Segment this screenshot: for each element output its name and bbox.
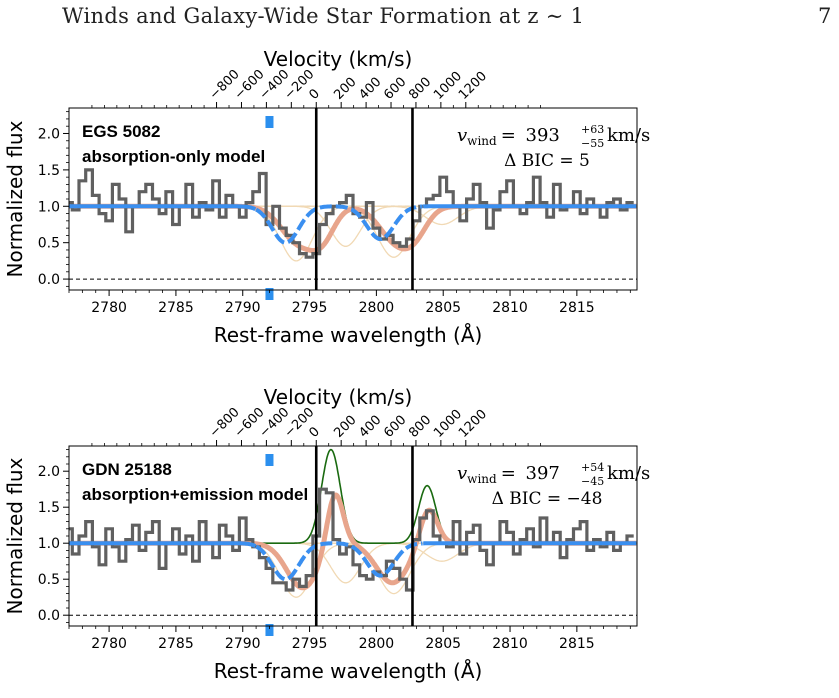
spectrum-data-step — [69, 168, 634, 259]
vwind-unit: km/s — [607, 463, 650, 484]
vwind-equals: = — [501, 125, 522, 146]
x-tick-label-2795: 2795 — [292, 300, 328, 316]
velocity-tick-label-7: 600 — [381, 413, 409, 441]
y-tick-label-0: 0.0 — [38, 608, 60, 624]
x-tick-label-2805: 2805 — [425, 300, 461, 316]
y-tick-label-1: 0.5 — [38, 236, 60, 252]
top-axis-title: Velocity (km/s) — [264, 385, 413, 409]
object-name-label: EGS 5082 — [82, 122, 160, 141]
velocity-tick-label-4: 0 — [306, 424, 322, 440]
vwind-value: 393 — [526, 125, 560, 146]
velocity-tick-label-9: 1000 — [431, 407, 465, 441]
velocity-tick-label-10: 1200 — [456, 69, 490, 103]
marker-top — [265, 454, 274, 466]
vwind-err-plus: +63 — [581, 123, 604, 136]
x-tick-label-2815: 2815 — [559, 300, 595, 316]
velocity-tick-label-8: 800 — [406, 413, 434, 441]
velocity-tick-label-7: 600 — [381, 75, 409, 103]
velocity-tick-label-6: 400 — [356, 413, 384, 441]
vwind-annotation: vwind = 397 — [457, 463, 560, 486]
plot-area — [69, 448, 637, 616]
vwind-equals: = — [501, 463, 522, 484]
x-tick-label-2815: 2815 — [559, 636, 595, 652]
x-tick-label-2790: 2790 — [225, 300, 261, 316]
systemic-model-left — [69, 541, 257, 548]
vwind-value: 397 — [526, 463, 560, 484]
plot-area — [69, 168, 637, 280]
y-tick-label-3: 1.5 — [38, 163, 60, 179]
vwind-annotation: vwind = 393 — [457, 125, 560, 148]
x-tick-label-2795: 2795 — [292, 636, 328, 652]
velocity-tick-label-9: 1000 — [431, 69, 465, 103]
panel-top: 2780 2785 2790 2795 2800 2805 2810 2815 0.0 0.5 1.… — [3, 47, 650, 347]
marker-top — [265, 116, 274, 128]
x-tick-label-2780: 2780 — [91, 300, 127, 316]
vwind-err-minus: −45 — [581, 475, 604, 488]
velocity-tick-label-5: 200 — [331, 413, 359, 441]
systemic-model-dashed — [255, 204, 423, 245]
velocity-tick-label-5: 200 — [331, 75, 359, 103]
velocity-tick-label-4: 0 — [306, 86, 322, 102]
x-tick-label-2780: 2780 — [91, 636, 127, 652]
vwind-err-minus: −55 — [581, 137, 604, 150]
marker-bottom — [265, 288, 274, 300]
systemic-model-left — [69, 204, 257, 211]
velocity-tick-label-10: 1200 — [456, 407, 490, 441]
vwind-symbol: v — [457, 125, 467, 146]
marker-bottom — [265, 624, 274, 636]
y-tick-label-2: 1.0 — [38, 536, 60, 552]
vwind-subscript: wind — [467, 134, 497, 148]
x-tick-label-2810: 2810 — [492, 636, 528, 652]
x-tick-label-2805: 2805 — [425, 636, 461, 652]
x-axis-title: Rest-frame wavelength (Å) — [214, 659, 483, 683]
running-title: Winds and Galaxy-Wide Star Formation at … — [62, 4, 585, 28]
systemic-model-dashed — [255, 541, 423, 582]
x-tick-label-2785: 2785 — [158, 300, 194, 316]
object-name-label: GDN 25188 — [82, 460, 172, 479]
vwind-symbol: v — [457, 463, 467, 484]
y-tick-label-3: 1.5 — [38, 500, 60, 516]
x-tick-label-2785: 2785 — [158, 636, 194, 652]
velocity-tick-label-8: 800 — [406, 75, 434, 103]
vwind-unit: km/s — [607, 125, 650, 146]
y-axis-title: Normalized flux — [3, 120, 27, 277]
y-tick-label-4: 2.0 — [38, 464, 60, 480]
y-tick-label-2: 1.0 — [38, 199, 60, 215]
panel-bottom: 2780 2785 2790 2795 2800 2805 2810 2815 0.0 0.5 1.… — [3, 385, 650, 683]
vwind-err-plus: +54 — [581, 461, 604, 474]
velocity-tick-label-6: 400 — [356, 75, 384, 103]
y-tick-label-0: 0.0 — [38, 272, 60, 288]
x-tick-label-2810: 2810 — [492, 300, 528, 316]
y-tick-label-4: 2.0 — [38, 126, 60, 142]
page-number: 7 — [818, 4, 832, 28]
vwind-subscript: wind — [467, 472, 497, 486]
x-axis-title: Rest-frame wavelength (Å) — [214, 323, 483, 347]
y-tick-label-1: 0.5 — [38, 572, 60, 588]
model-type-label: absorption+emission model — [82, 485, 308, 504]
delta-bic-label: Δ BIC = 5 — [504, 151, 590, 171]
x-tick-label-2800: 2800 — [359, 636, 395, 652]
top-axis-title: Velocity (km/s) — [264, 47, 413, 71]
delta-bic-label: Δ BIC = −48 — [492, 489, 603, 509]
y-axis-title: Normalized flux — [3, 457, 27, 614]
x-tick-label-2790: 2790 — [225, 636, 261, 652]
x-tick-label-2800: 2800 — [359, 300, 395, 316]
model-type-label: absorption-only model — [82, 147, 265, 166]
